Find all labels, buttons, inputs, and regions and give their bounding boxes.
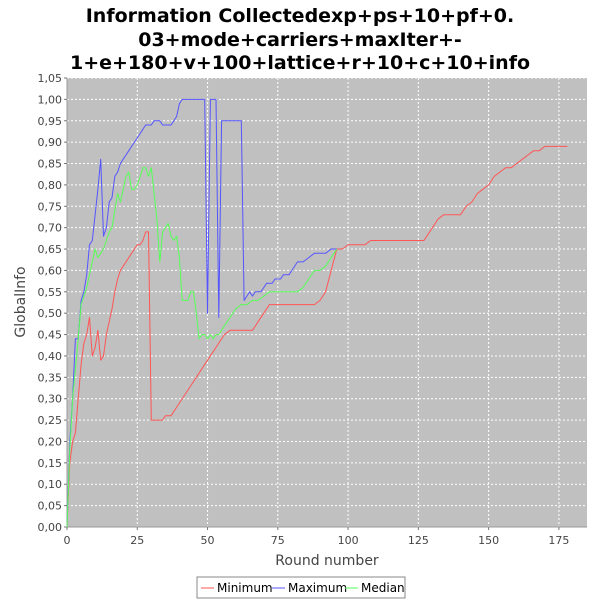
- legend-label-maximum: Maximum: [288, 581, 347, 595]
- y-tick-label: 0,25: [38, 414, 63, 427]
- series-line-minimum: [66, 145, 568, 528]
- chart-title: Information Collectedexp+ps+10+pf+0. 03+…: [70, 5, 530, 74]
- legend: Minimum Maximum Median: [196, 576, 406, 599]
- grid-lines: [66, 77, 587, 528]
- x-tick-label: 125: [408, 534, 429, 547]
- series-line-maximum: [66, 98, 337, 528]
- legend-label-minimum: Minimum: [217, 581, 273, 595]
- y-tick-label: 0,70: [38, 222, 63, 235]
- y-tick-label: 0,30: [38, 393, 63, 406]
- x-tick-label: 150: [478, 534, 499, 547]
- x-tick-label: 100: [338, 534, 359, 547]
- y-tick-label: 0,65: [38, 243, 63, 256]
- x-tick-label: 0: [64, 534, 71, 547]
- y-tick-label: 0,45: [38, 329, 63, 342]
- y-tick-label: 0,95: [38, 115, 63, 128]
- x-tick-label: 25: [130, 534, 144, 547]
- y-tick-label: 0,40: [38, 350, 63, 363]
- y-tick-label: 0,10: [38, 478, 63, 491]
- x-axis-ticks: 0 25 50 75 100 125 150 175: [64, 527, 569, 547]
- series-lines: [66, 98, 568, 528]
- y-tick-label: 0,85: [38, 158, 63, 171]
- y-tick-label: 0,00: [38, 521, 63, 534]
- y-tick-label: 0,90: [38, 136, 63, 149]
- y-tick-label: 0,60: [38, 264, 63, 277]
- y-tick-label: 0,05: [38, 500, 63, 513]
- y-tick-label: 0,15: [38, 457, 63, 470]
- y-tick-label: 0,35: [38, 371, 63, 384]
- series-line-median: [66, 167, 338, 528]
- y-tick-label: 0,20: [38, 435, 63, 448]
- axes: [66, 78, 587, 528]
- chart-title-line-1: Information Collectedexp+ps+10+pf+0.: [86, 5, 515, 27]
- chart-title-line-2: 03+mode+carriers+maxIter+-: [138, 29, 462, 51]
- legend-label-median: Median: [361, 581, 405, 595]
- y-tick-label: 0,75: [38, 200, 63, 213]
- y-tick-label: 1,00: [38, 93, 63, 106]
- y-tick-label: 0,80: [38, 179, 63, 192]
- chart-title-line-3: 1+e+180+v+100+lattice+r+10+c+10+info: [70, 52, 530, 74]
- x-tick-label: 75: [271, 534, 285, 547]
- x-tick-label: 50: [201, 534, 215, 547]
- x-axis-label: Round number: [275, 553, 379, 569]
- x-tick-label: 175: [548, 534, 569, 547]
- y-axis-label: GlobalInfo: [13, 266, 29, 337]
- y-tick-label: 0,55: [38, 286, 63, 299]
- plot-area: [67, 78, 587, 527]
- y-tick-label: 1,05: [38, 72, 63, 85]
- legend-box: [196, 576, 406, 599]
- y-axis-ticks: 0,00 0,05 0,10 0,15 0,20 0,25 0,30 0,35 0,40 0,45…: [38, 72, 67, 534]
- y-tick-label: 0,50: [38, 307, 63, 320]
